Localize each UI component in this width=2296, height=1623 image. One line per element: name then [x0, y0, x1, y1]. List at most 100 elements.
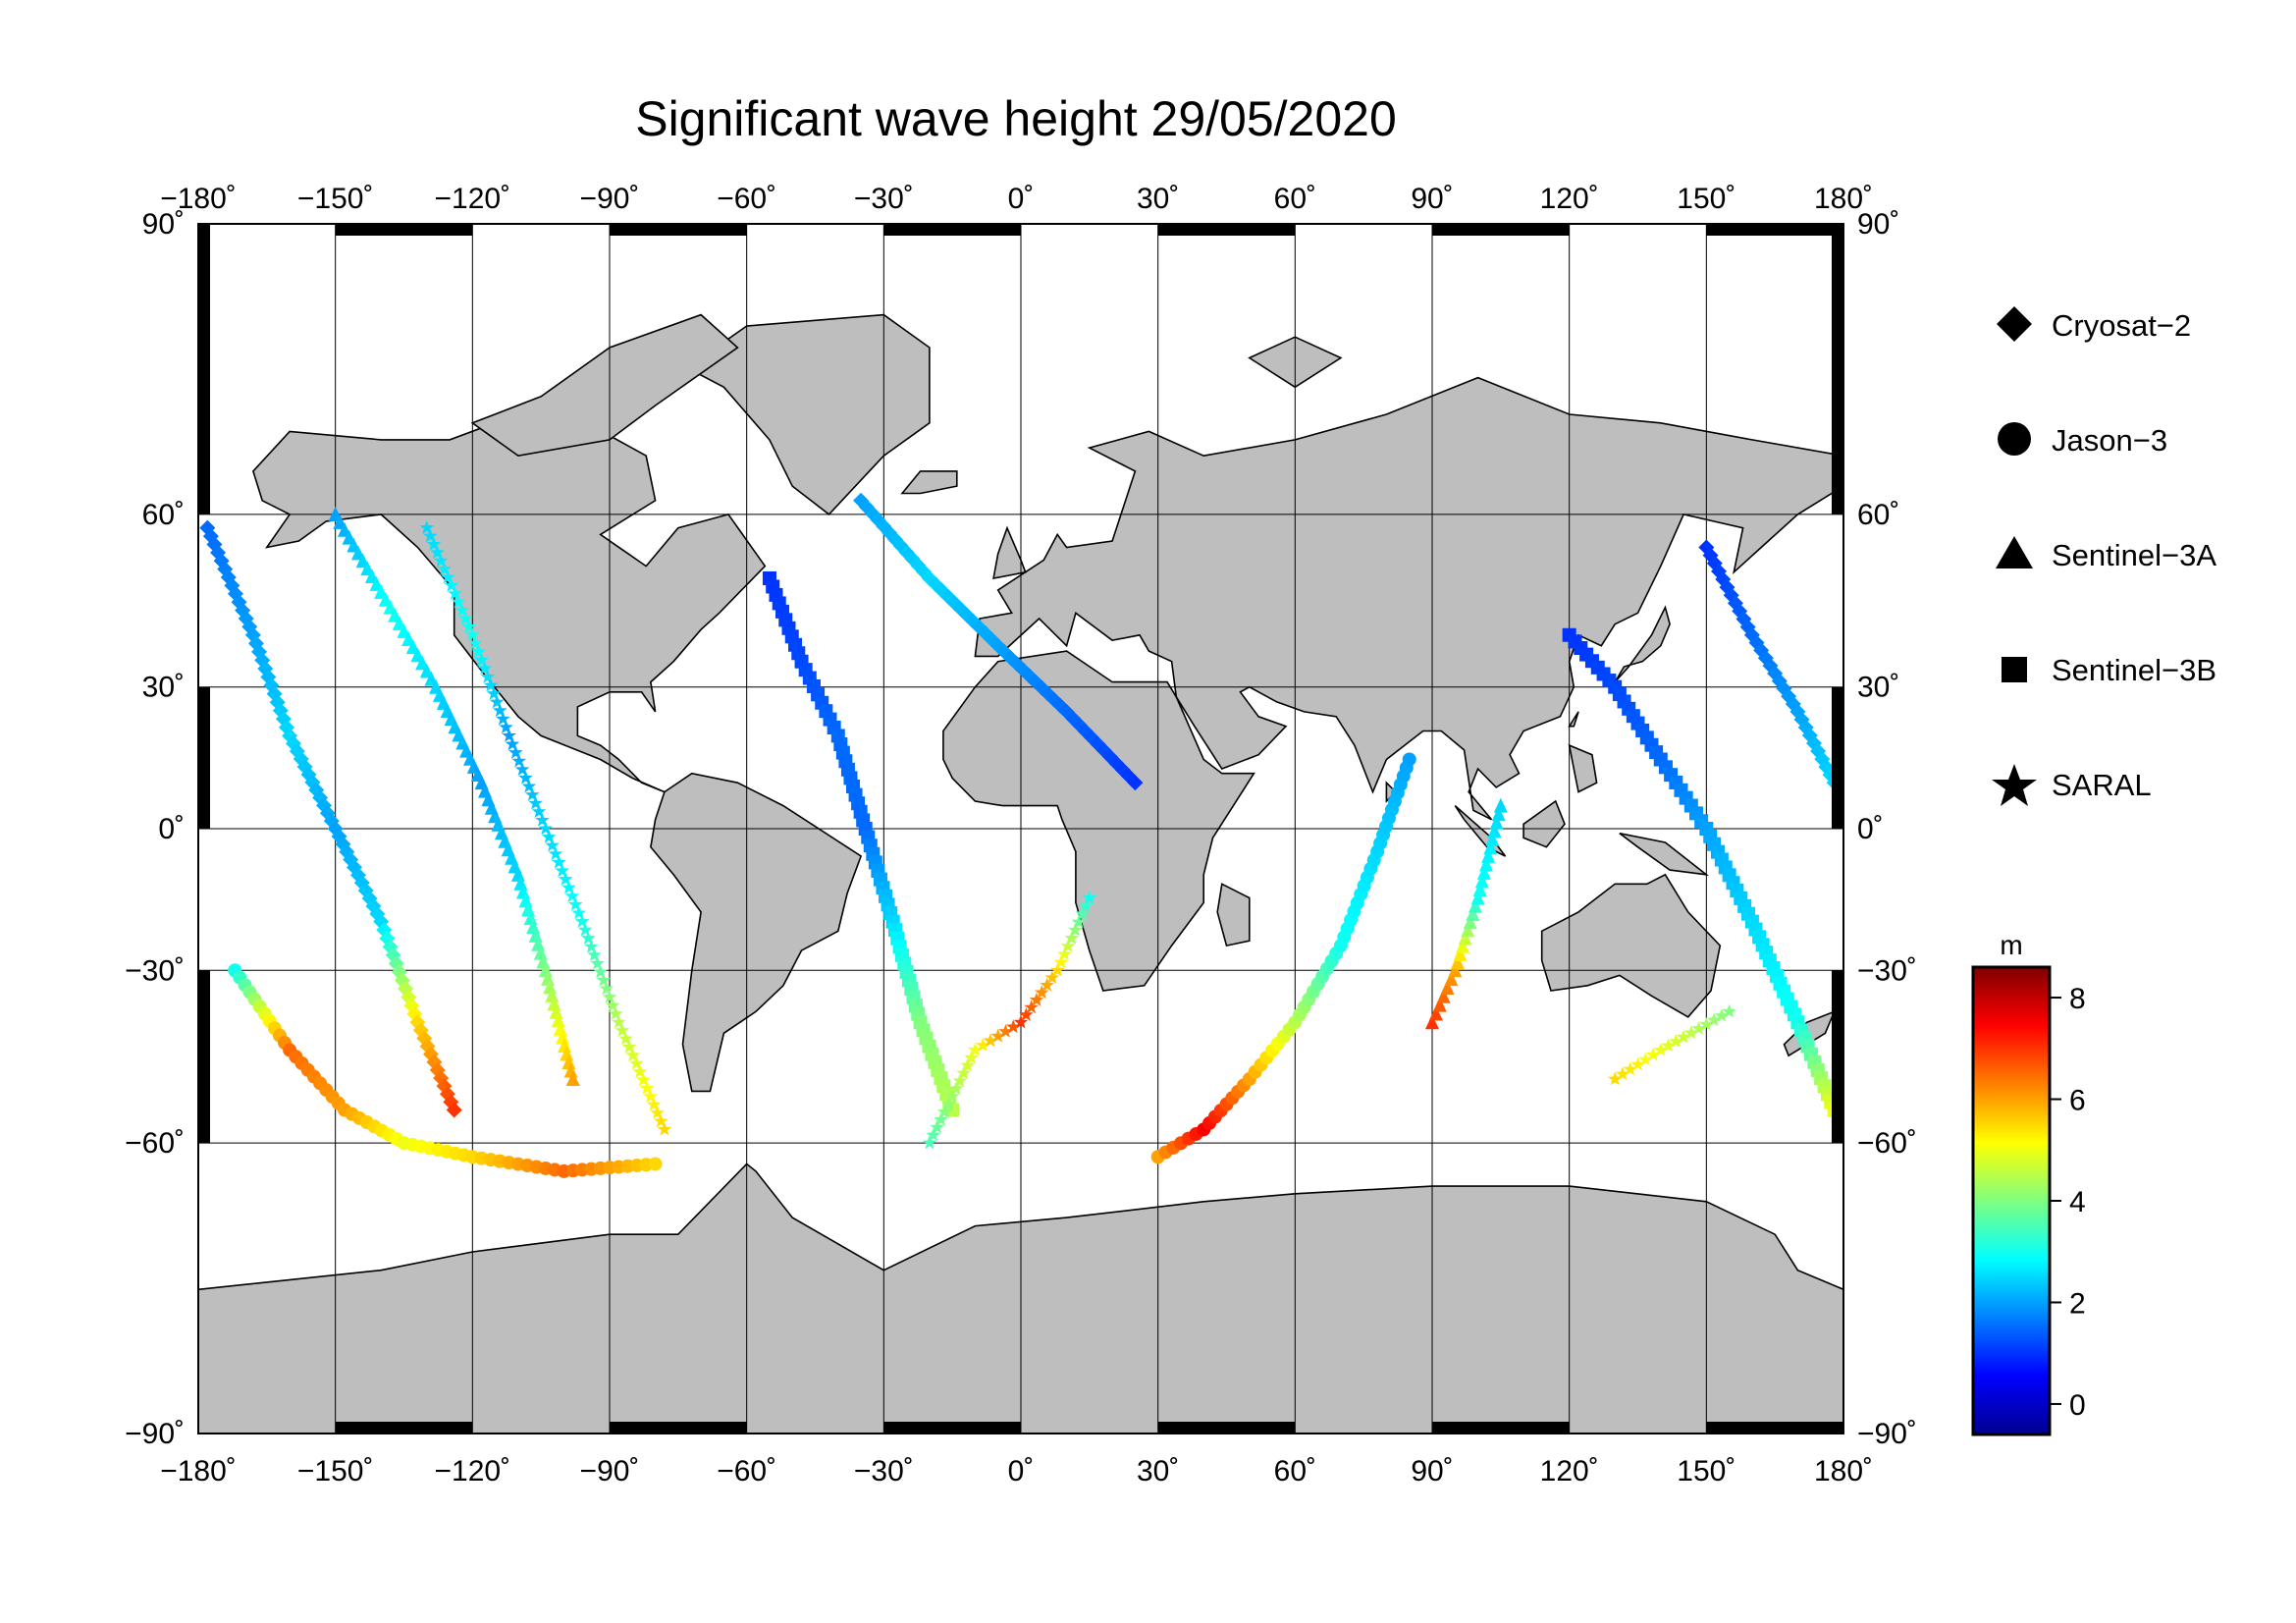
track-point: [1078, 898, 1094, 912]
track-point: [1049, 962, 1065, 977]
track-point: [465, 627, 480, 641]
lon-tick-label: 150˚: [1677, 183, 1735, 215]
track-point: [514, 762, 530, 776]
track-point: [1071, 914, 1087, 929]
track-point: [1461, 922, 1475, 938]
track-point: [1630, 1056, 1645, 1071]
lon-tick-label: 30˚: [1137, 1455, 1179, 1488]
track-point: [1470, 890, 1485, 905]
track-point: [555, 863, 570, 878]
track-point: [571, 905, 586, 920]
track-point: [596, 972, 612, 987]
track-point: [1013, 1014, 1029, 1029]
track-point: [1706, 1012, 1722, 1027]
landmass: [1568, 711, 1579, 728]
colorbar-tick-label: 2: [2069, 1287, 2086, 1320]
track-point: [608, 1006, 623, 1020]
track-point: [628, 1055, 644, 1070]
track-point: [581, 931, 596, 945]
track-point: [1699, 1016, 1714, 1031]
track-point: [568, 896, 583, 911]
track-point: [1458, 930, 1472, 946]
track-point: [474, 652, 489, 667]
track-point: [558, 1037, 572, 1053]
track-point: [1661, 1038, 1676, 1053]
square-icon: [2002, 657, 2027, 682]
track-point: [448, 586, 462, 600]
track-point: [556, 1029, 570, 1045]
track-point: [521, 779, 537, 793]
track-point: [451, 594, 466, 609]
track-point: [489, 694, 505, 709]
track-point: [548, 846, 563, 860]
border-block-bottom: [1706, 1422, 1843, 1434]
track-point: [535, 812, 550, 827]
track-point: [502, 728, 516, 742]
lat-tick-label: −30˚: [125, 954, 185, 987]
lon-tick-label: 180˚: [1814, 183, 1873, 215]
track-point: [1035, 985, 1049, 1000]
track-point: [553, 1020, 567, 1036]
track-point: [1005, 1019, 1021, 1034]
colorbar-gradient: [1971, 965, 2052, 1436]
border-block-right: [1832, 970, 1843, 1144]
track-point: [565, 1071, 580, 1087]
track-point: [1474, 873, 1489, 889]
legend-label-saral: SARAL: [2052, 768, 2152, 802]
lat-tick-label: 0˚: [1857, 813, 1884, 845]
landmass: [900, 470, 958, 495]
lat-tick-label: −60˚: [1857, 1127, 1917, 1160]
track-point: [1491, 806, 1506, 822]
border-block-bottom: [1432, 1422, 1570, 1434]
track-point: [551, 1012, 565, 1028]
track-point: [1489, 814, 1504, 830]
track-point: [446, 1102, 462, 1118]
lat-tick-label: −60˚: [125, 1127, 185, 1160]
track-point: [492, 703, 507, 717]
track-point: [547, 996, 561, 1011]
landmass: [650, 772, 863, 1093]
track-point: [975, 1038, 990, 1052]
lon-tick-label: −90˚: [580, 1455, 640, 1488]
lon-tick-label: 60˚: [1274, 1455, 1316, 1488]
diamond-icon: [1997, 306, 2032, 342]
track-point: [545, 838, 560, 852]
track-point: [926, 1127, 941, 1142]
track-point: [636, 1072, 651, 1087]
track-point: [944, 1089, 960, 1103]
lat-tick-label: −90˚: [125, 1418, 185, 1450]
colorbar-tick-label: 8: [2069, 983, 2086, 1015]
track-point: [560, 1046, 574, 1061]
track-point: [483, 677, 499, 692]
track-point: [426, 536, 442, 551]
track-point: [1653, 1042, 1669, 1056]
legend-label-sentinel3b: Sentinel−3B: [2052, 653, 2216, 687]
track-point: [968, 1042, 983, 1056]
track-point: [499, 720, 513, 734]
track-point: [444, 577, 459, 592]
track-point: [998, 1023, 1013, 1038]
track-point: [468, 635, 483, 650]
track-point: [941, 1096, 956, 1110]
lon-tick-label: 0˚: [1008, 1455, 1035, 1488]
track-point: [461, 619, 477, 633]
track-point: [1060, 939, 1076, 952]
border-block-right: [1832, 686, 1843, 829]
track-point: [419, 520, 435, 534]
landmass: [251, 413, 767, 793]
landmass: [992, 525, 1027, 580]
lon-tick-label: 150˚: [1677, 1455, 1735, 1488]
landmass: [974, 376, 1843, 821]
track-point: [1057, 947, 1072, 961]
track-point: [1676, 1029, 1691, 1044]
border-block-bottom: [610, 1422, 747, 1434]
track-point: [423, 528, 438, 543]
lon-tick-label: −60˚: [717, 183, 776, 215]
track-point: [505, 736, 520, 751]
track-point: [564, 889, 580, 902]
track-point: [1053, 954, 1069, 969]
lon-tick-label: −30˚: [854, 183, 914, 215]
track-point: [574, 913, 590, 928]
border-block-left: [198, 224, 210, 514]
